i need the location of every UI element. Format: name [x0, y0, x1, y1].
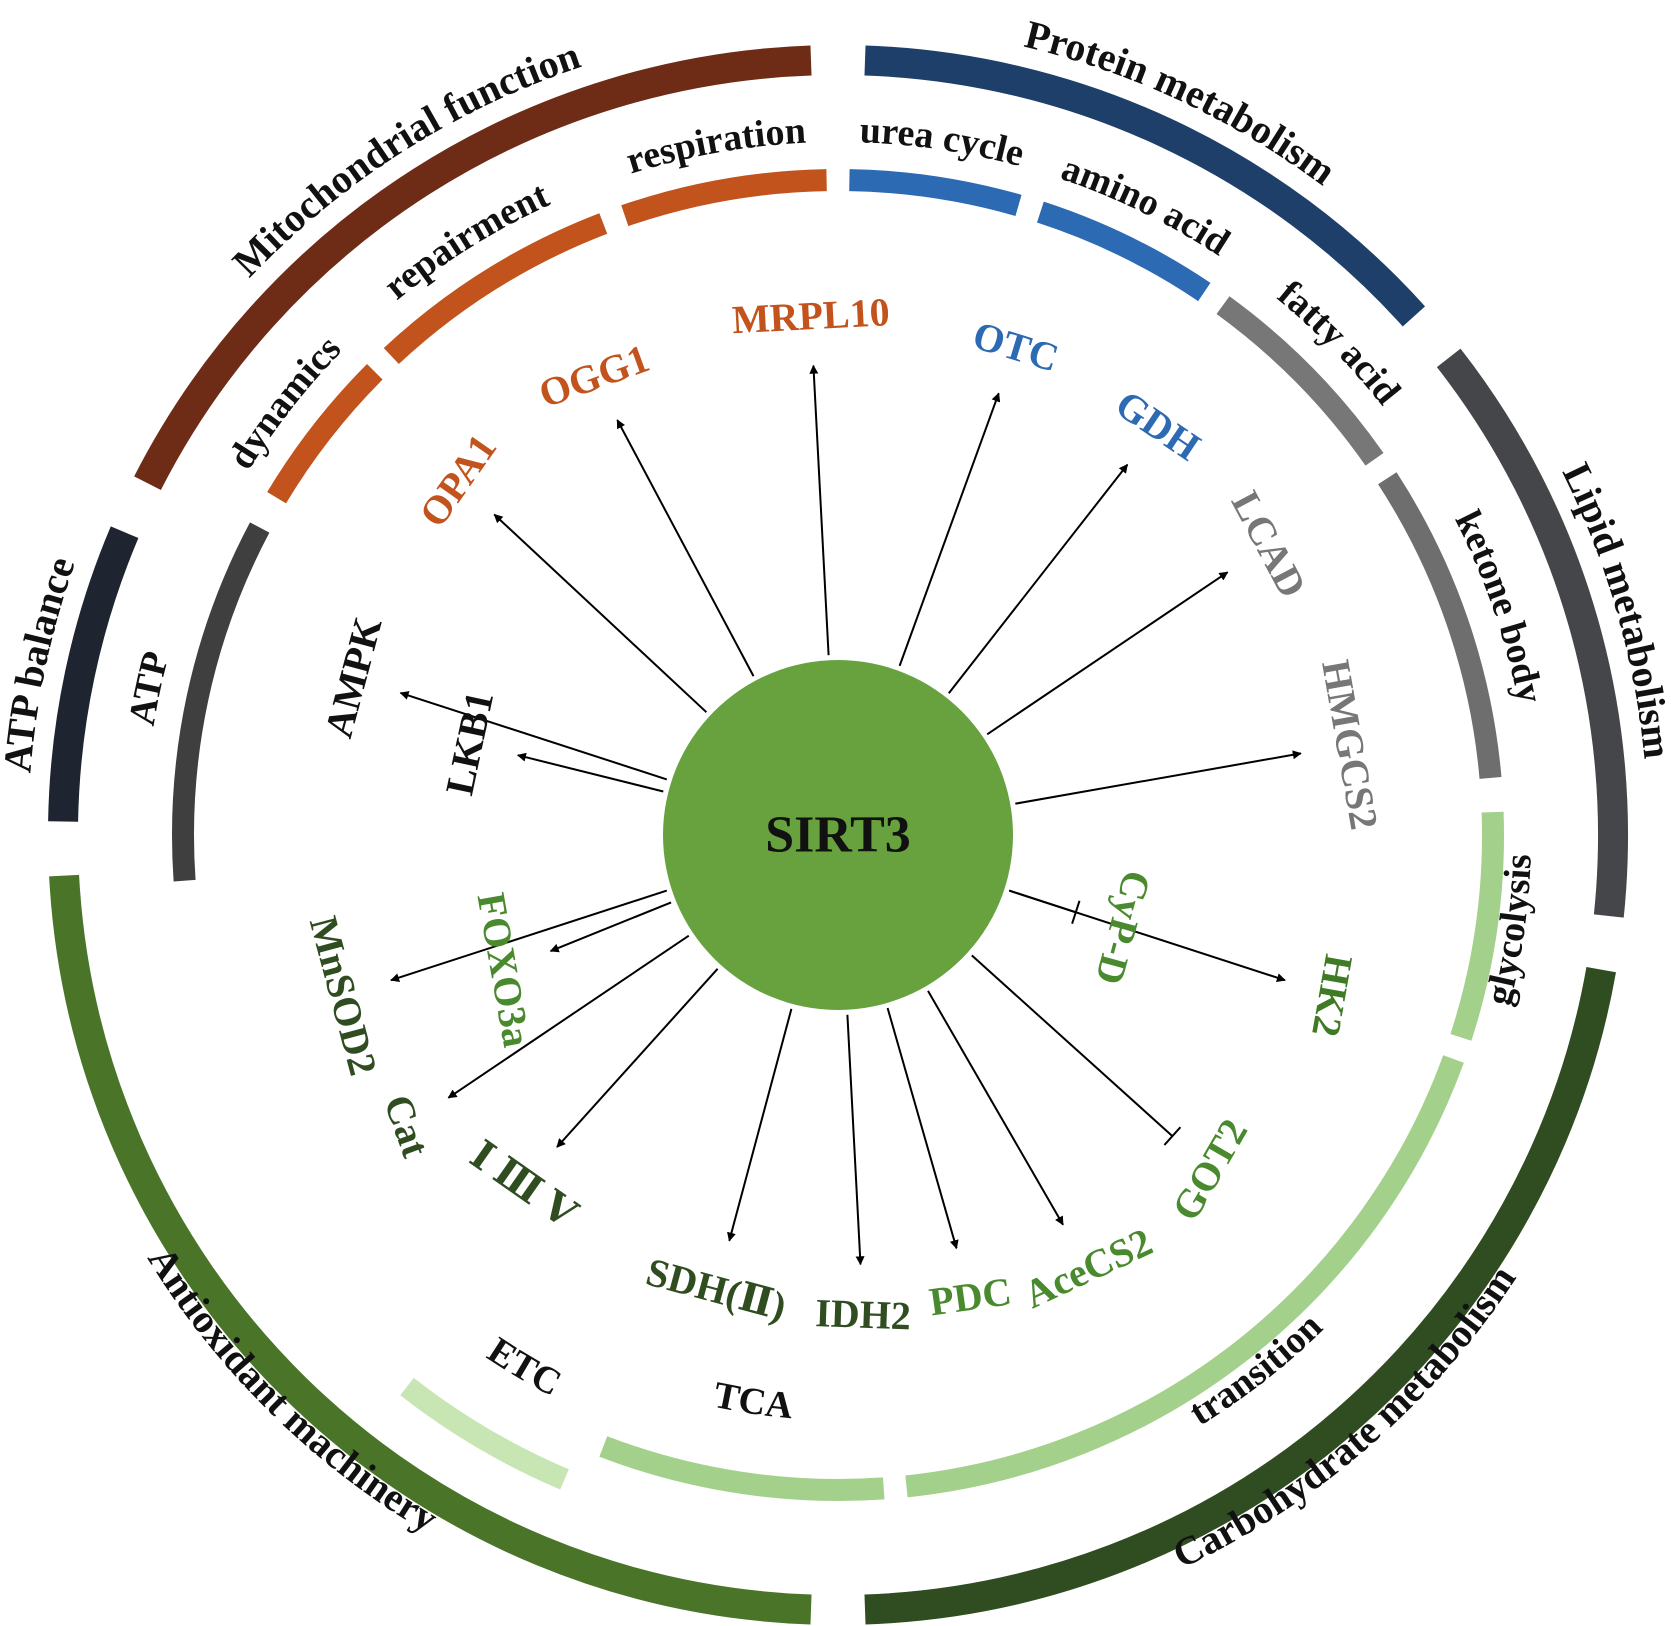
inner_ring-label-respiration: respiration: [621, 110, 807, 183]
inner_ring-band-atp: [172, 522, 270, 882]
target-label-gdh: GDH: [1108, 381, 1209, 469]
edge-hmgcs2: [1015, 750, 1302, 805]
inner_ring-label-etc: ETC: [480, 1329, 568, 1404]
edge-got2: [971, 954, 1174, 1137]
target-label-target-12: Ⅰ Ⅲ Ⅴ: [462, 1132, 586, 1237]
outer_ring-band-mitochondrial-function: [134, 45, 812, 491]
edge-target-12: [556, 968, 719, 1148]
target-label-mnsod2: MnSOD2: [301, 912, 386, 1080]
inner_ring-label-tca: TCA: [710, 1374, 795, 1427]
edge-cat: [447, 934, 690, 1099]
inner_ring-band-glycolysis: [1450, 811, 1504, 1041]
target-label-sdh: SDH(Ⅱ): [642, 1249, 791, 1329]
edge-opa1: [493, 513, 708, 713]
outer_ring-band-atp-balance: [48, 526, 139, 822]
edge-sdh: [727, 1008, 793, 1242]
target-label-idh2: IDH2: [815, 1290, 912, 1338]
edge-lcad: [986, 571, 1229, 736]
inner_ring-band-amino-acid: [1037, 201, 1211, 302]
outer_ring-band-antioxidant-machinery: [49, 874, 812, 1625]
edge-mnsod2: [390, 889, 668, 982]
edge-lkb1: [516, 752, 664, 793]
target-label-ogg1: OGG1: [533, 335, 655, 416]
edge-mrpl10: [809, 364, 830, 656]
target-label-hmgcs2: HMGCS2: [1313, 657, 1387, 833]
inner_ring-band-repairment: [383, 213, 608, 365]
inner_ring-band-etc: [400, 1377, 569, 1490]
inner_ring-band-respiration: [621, 169, 827, 227]
inner_ring-band-urea-cycle: [849, 169, 1022, 216]
outer_ring-label-antioxidant-machinery: Antioxidant machinery: [139, 1239, 446, 1541]
inner_ring-band-ketone-body: [1378, 472, 1502, 779]
outer_ring-band-lipid-metabolism: [1436, 348, 1628, 918]
sirt3-circle: [663, 660, 1013, 1010]
inner_ring-label-urea-cycle: urea cycle: [859, 109, 1028, 175]
target-label-hk2: HK2: [1303, 951, 1362, 1040]
edge-pdc: [886, 1007, 959, 1250]
outer_ring-band-carbohydrate-metabolism: [864, 966, 1616, 1625]
edge-ampk: [399, 691, 668, 781]
target-label-lkb1: LKB1: [436, 687, 502, 799]
inhibit-bar-got2: [1163, 1126, 1182, 1146]
edge-foxo3a: [549, 901, 672, 953]
target-label-otc: OTC: [968, 312, 1064, 380]
edge-gdh: [948, 463, 1129, 694]
inner_ring-band-tca: [599, 1436, 885, 1501]
inner_ring-band-dynamics: [267, 364, 383, 504]
edge-idh2: [846, 1014, 865, 1266]
edge-ogg1: [616, 419, 755, 677]
target-label-lcad: LCAD: [1223, 484, 1316, 605]
target-label-got2: GOT2: [1163, 1111, 1256, 1228]
target-label-opa1: OPA1: [410, 426, 505, 535]
edge-hk2: [1008, 889, 1286, 982]
target-label-cyp-d: CyP-D: [1087, 866, 1160, 989]
target-label-ampk: AMPK: [315, 613, 390, 743]
target-label-mrpl10: MRPL10: [731, 289, 891, 342]
sirt3-label: SIRT3: [765, 807, 911, 864]
target-label-foxo3a: FOXO3a: [469, 889, 540, 1050]
edge-acecs2: [927, 990, 1064, 1226]
edge-otc: [898, 392, 1001, 667]
inner_ring-band-transition: [905, 1055, 1464, 1498]
inner_ring-band-fatty-acid: [1216, 296, 1384, 466]
inner_ring-label-atp: ATP: [121, 647, 177, 728]
target-label-cat: Cat: [375, 1089, 439, 1163]
sirt3-node: SIRT3: [663, 660, 1013, 1010]
target-label-pdc: PDC: [926, 1268, 1014, 1324]
outer_ring-band-protein-metabolism: [864, 45, 1426, 327]
regulation-edges: [390, 364, 1302, 1266]
target-label-acecs2: AceCS2: [1017, 1219, 1159, 1317]
